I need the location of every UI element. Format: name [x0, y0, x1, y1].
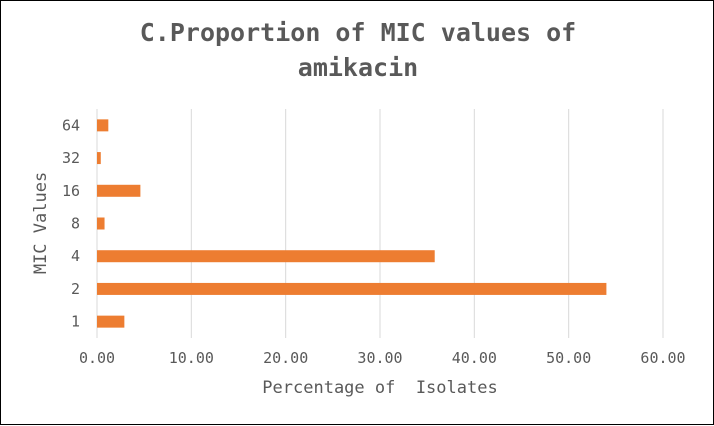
x-tick-labels: 0.00 10.00 20.00 30.00 40.00 50.00 60.00	[79, 349, 686, 367]
bar-mic-4	[97, 250, 435, 263]
bars	[97, 119, 607, 328]
bar-mic-2	[97, 282, 607, 295]
gridlines	[96, 109, 664, 338]
y-tick-labels: 1 2 4 8 16 32 64	[62, 116, 80, 330]
y-tick-label: 64	[62, 116, 80, 134]
x-axis-label: Percentage of Isolates	[262, 378, 497, 398]
y-tick-label: 1	[71, 313, 80, 331]
y-axis-label: MIC Values	[31, 172, 51, 274]
x-tick-label: 20.00	[263, 349, 308, 367]
chart-title-line-2: amikacin	[298, 53, 418, 82]
x-tick-label: 0.00	[79, 349, 115, 367]
y-tick-label: 2	[71, 280, 80, 298]
x-tick-label: 30.00	[357, 349, 402, 367]
x-tick-label: 60.00	[640, 349, 685, 367]
y-tick-label: 8	[71, 215, 80, 233]
bar-mic-16	[97, 184, 141, 197]
y-tick-label: 32	[62, 149, 80, 167]
chart-title-line-1: C.Proportion of MIC values of	[140, 18, 577, 47]
y-tick-label: 4	[71, 247, 80, 265]
bar-mic-64	[97, 119, 109, 132]
x-tick-label: 10.00	[169, 349, 214, 367]
bar-mic-32	[97, 152, 101, 165]
x-tick-label: 40.00	[452, 349, 497, 367]
x-tick-label: 50.00	[546, 349, 591, 367]
bar-mic-8	[97, 217, 105, 230]
bar-mic-1	[97, 315, 125, 328]
y-tick-label: 16	[62, 182, 80, 200]
